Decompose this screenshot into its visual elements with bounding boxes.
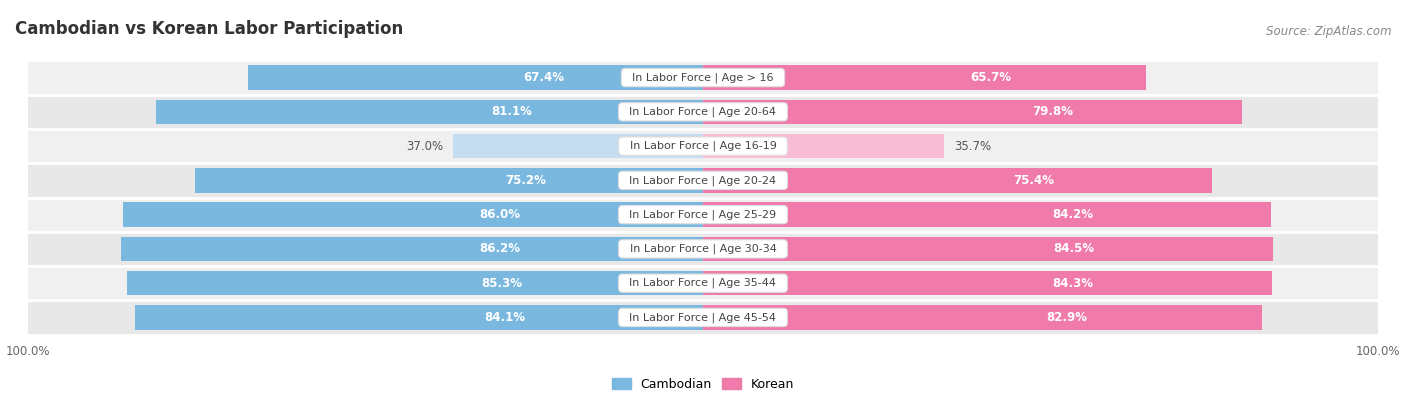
Text: 84.5%: 84.5% [1053, 243, 1094, 256]
Text: Source: ZipAtlas.com: Source: ZipAtlas.com [1265, 25, 1392, 38]
Text: 86.2%: 86.2% [479, 243, 520, 256]
Bar [195, 168, 703, 193]
Text: 81.1%: 81.1% [491, 105, 531, 118]
Bar [121, 237, 703, 261]
Bar [703, 134, 943, 158]
Bar [28, 198, 1378, 232]
Text: In Labor Force | Age 20-24: In Labor Force | Age 20-24 [623, 175, 783, 186]
Bar [28, 300, 1378, 335]
Bar [28, 95, 1378, 129]
Text: 67.4%: 67.4% [523, 71, 564, 84]
Text: 75.2%: 75.2% [505, 174, 546, 187]
Bar [28, 60, 1378, 95]
Bar [703, 202, 1271, 227]
Text: 84.2%: 84.2% [1052, 208, 1092, 221]
Bar [703, 305, 1263, 330]
Bar [703, 168, 1212, 193]
Bar [247, 65, 703, 90]
Bar [28, 266, 1378, 300]
Bar [122, 202, 703, 227]
Text: In Labor Force | Age > 16: In Labor Force | Age > 16 [626, 72, 780, 83]
Text: 37.0%: 37.0% [406, 139, 443, 152]
Text: In Labor Force | Age 20-64: In Labor Force | Age 20-64 [623, 107, 783, 117]
Bar [453, 134, 703, 158]
Bar [128, 271, 703, 295]
Bar [156, 100, 703, 124]
Text: 85.3%: 85.3% [481, 276, 522, 290]
Bar [703, 237, 1274, 261]
Bar [703, 65, 1146, 90]
Legend: Cambodian, Korean: Cambodian, Korean [607, 373, 799, 395]
Text: 65.7%: 65.7% [970, 71, 1012, 84]
Text: In Labor Force | Age 16-19: In Labor Force | Age 16-19 [623, 141, 783, 151]
Text: In Labor Force | Age 30-34: In Labor Force | Age 30-34 [623, 244, 783, 254]
Bar [703, 100, 1241, 124]
Text: In Labor Force | Age 35-44: In Labor Force | Age 35-44 [623, 278, 783, 288]
Text: 86.0%: 86.0% [479, 208, 520, 221]
Text: 75.4%: 75.4% [1014, 174, 1054, 187]
Bar [28, 232, 1378, 266]
Text: 35.7%: 35.7% [955, 139, 991, 152]
Bar [28, 129, 1378, 163]
Text: 79.8%: 79.8% [1032, 105, 1074, 118]
Text: In Labor Force | Age 45-54: In Labor Force | Age 45-54 [623, 312, 783, 323]
Text: 82.9%: 82.9% [1046, 311, 1087, 324]
Text: 84.3%: 84.3% [1052, 276, 1094, 290]
Bar [28, 163, 1378, 198]
Text: 84.1%: 84.1% [484, 311, 524, 324]
Bar [703, 271, 1272, 295]
Text: In Labor Force | Age 25-29: In Labor Force | Age 25-29 [623, 209, 783, 220]
Bar [135, 305, 703, 330]
Text: Cambodian vs Korean Labor Participation: Cambodian vs Korean Labor Participation [14, 20, 404, 38]
